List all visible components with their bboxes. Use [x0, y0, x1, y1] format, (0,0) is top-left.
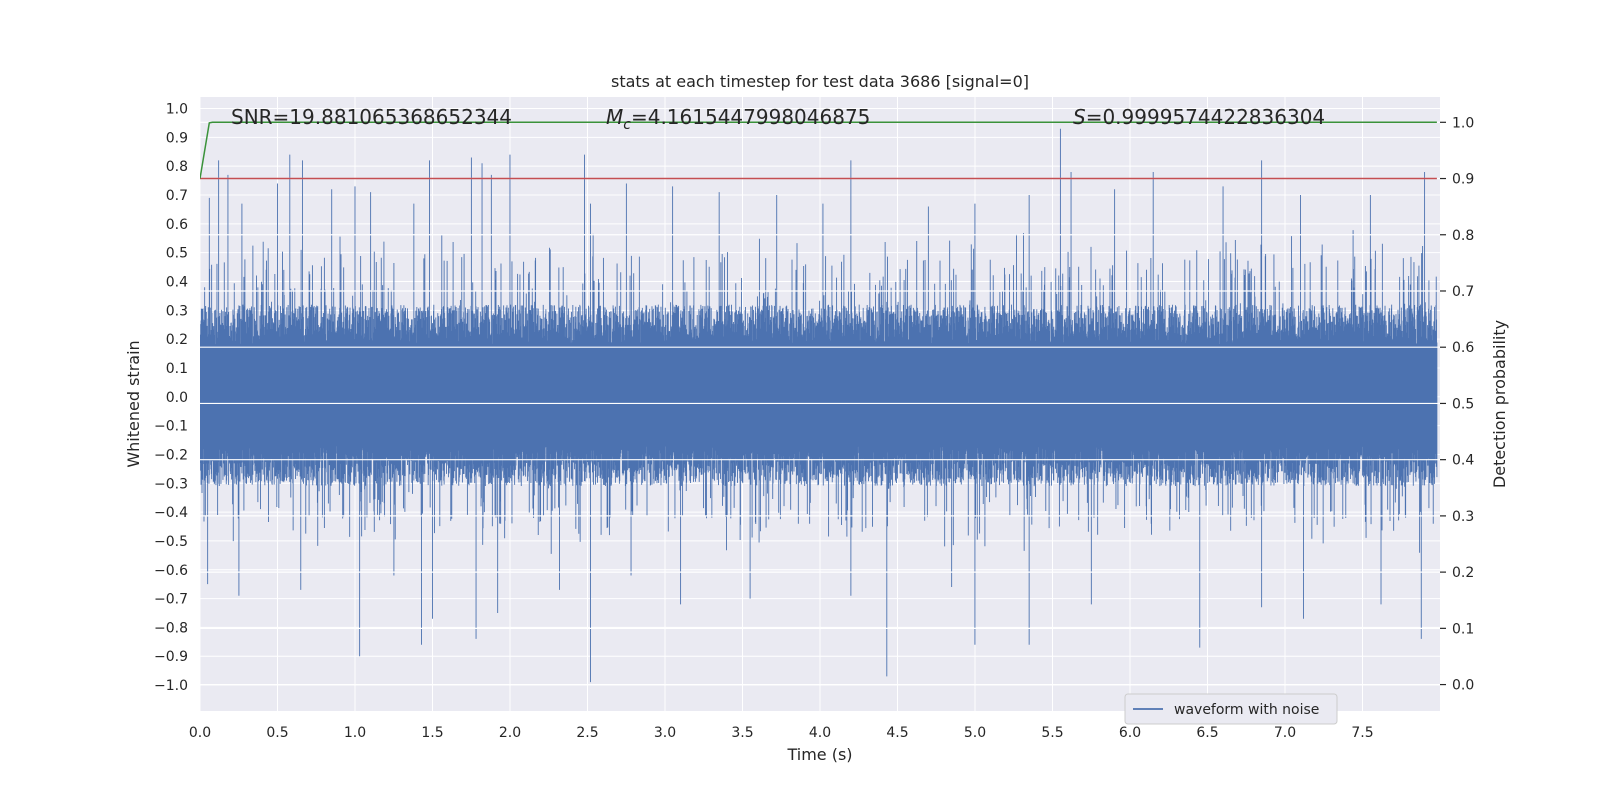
- y-tick-label: 0.0: [166, 390, 188, 406]
- y-tick-label: −0.9: [154, 649, 188, 665]
- y-tick-label: 0.7: [166, 188, 188, 204]
- x-tick-label: 3.5: [731, 725, 753, 741]
- y-tick-label: 0.4: [166, 274, 188, 290]
- y2-tick-label: 0.5: [1452, 396, 1474, 412]
- y-tick-label: −1.0: [154, 678, 188, 694]
- y-tick-labels: 1.0 0.9 0.8 0.7 0.6 0.5 0.4 0.3 0.2 0.1 0.0 −0.1 −0.…: [154, 102, 188, 695]
- x-tick-label: 7.5: [1351, 725, 1373, 741]
- y-tick-label: −0.4: [154, 505, 188, 521]
- y2-tick-label: 0.4: [1452, 453, 1474, 469]
- y-tick-label: 0.2: [166, 332, 188, 348]
- y-tick-label: −0.2: [154, 447, 188, 463]
- y2-tick-labels: 1.0 0.9 0.8 0.7 0.6 0.5 0.4 0.3 0.2 0.1 0.0: [1440, 115, 1474, 694]
- y-tick-label: 0.5: [166, 246, 188, 262]
- chirp-mass-annotation: Mc=4.1615447998046875: [606, 105, 870, 133]
- x-tick-label: 5.5: [1041, 725, 1063, 741]
- probability-value: =0.9999574422836304: [1086, 105, 1325, 129]
- x-tick-label: 6.5: [1196, 725, 1218, 741]
- y2-tick-label: 0.9: [1452, 172, 1474, 188]
- probability-annotation: S=0.9999574422836304: [1073, 105, 1325, 129]
- x-tick-labels: 0.0 0.5 1.0 1.5 2.0 2.5 3.0 3.5 4.0 4.5 5.0 5.5 6.0 6…: [189, 725, 1374, 741]
- y-tick-label: 1.0: [166, 102, 188, 118]
- x-tick-label: 4.5: [886, 725, 908, 741]
- y2-tick-label: 0.1: [1452, 621, 1474, 637]
- y2-tick-label: 1.0: [1452, 115, 1474, 131]
- snr-annotation: SNR=19.881065368652344: [231, 105, 512, 129]
- x-tick-label: 0.0: [189, 725, 211, 741]
- y-tick-label: 0.9: [166, 130, 188, 146]
- probability-symbol: S: [1073, 105, 1086, 129]
- y-tick-label: 0.6: [166, 217, 188, 233]
- y-tick-label: −0.5: [154, 534, 188, 550]
- chirp-mass-subscript: c: [623, 117, 631, 133]
- x-tick-label: 5.0: [964, 725, 986, 741]
- y-tick-label: 0.8: [166, 159, 188, 175]
- x-tick-label: 6.0: [1119, 725, 1141, 741]
- x-tick-label: 1.0: [344, 725, 366, 741]
- y2-tick-label: 0.8: [1452, 228, 1474, 244]
- y2-tick-label: 0.2: [1452, 565, 1474, 581]
- y2-tick-label: 0.6: [1452, 340, 1474, 356]
- legend: waveform with noise: [1124, 693, 1338, 725]
- y2-tick-label: 0.7: [1452, 284, 1474, 300]
- chart-title: stats at each timestep for test data 368…: [611, 72, 1029, 91]
- detection-probability-line: [200, 121, 1437, 179]
- y2-tick-label: 0.3: [1452, 509, 1474, 525]
- y-tick-label: −0.6: [154, 563, 188, 579]
- x-tick-label: 3.0: [654, 725, 676, 741]
- x-tick-label: 1.5: [421, 725, 443, 741]
- x-tick-label: 2.5: [576, 725, 598, 741]
- y-tick-label: −0.1: [154, 419, 188, 435]
- x-tick-label: 0.5: [266, 725, 288, 741]
- x-tick-label: 4.0: [809, 725, 831, 741]
- y-tick-label: −0.7: [154, 592, 188, 608]
- x-tick-label: 7.0: [1274, 725, 1296, 741]
- x-tick-label: 2.0: [499, 725, 521, 741]
- chirp-mass-value: =4.1615447998046875: [631, 105, 870, 129]
- y-axis-label: Whitened strain: [124, 340, 143, 467]
- x-axis-label: Time (s): [786, 745, 852, 764]
- legend-label-waveform: waveform with noise: [1174, 702, 1319, 718]
- y-tick-label: 0.1: [166, 361, 188, 377]
- y2-tick-label: 0.0: [1452, 678, 1474, 694]
- y-tick-label: −0.8: [154, 620, 188, 636]
- waveform-trace: [200, 128, 1438, 683]
- legend-box: [1124, 693, 1338, 725]
- y-tick-label: 0.3: [166, 303, 188, 319]
- chirp-mass-symbol: M: [606, 105, 623, 129]
- waveform-series: [200, 128, 1438, 683]
- y2-axis-label: Detection probability: [1490, 320, 1509, 488]
- y-tick-label: −0.3: [154, 476, 188, 492]
